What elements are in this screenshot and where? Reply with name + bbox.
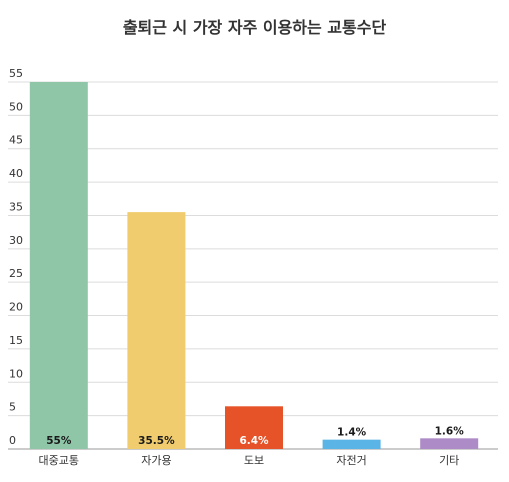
bar (127, 212, 186, 449)
x-tick-label: 기타 (439, 454, 459, 467)
y-tick-label: 0 (9, 434, 16, 447)
y-tick-label: 10 (9, 367, 23, 380)
y-tick-label: 5 (9, 401, 16, 414)
y-tick-label: 30 (9, 234, 23, 247)
y-tick-label: 15 (9, 334, 23, 347)
chart-title: 출퇴근 시 가장 자주 이용하는 교통수단 (122, 18, 387, 37)
y-tick-label: 55 (9, 67, 23, 80)
bar (322, 439, 381, 449)
data-label: 55% (46, 435, 72, 447)
data-label: 1.4% (337, 427, 367, 439)
x-tick-label: 자전거 (336, 454, 366, 467)
y-tick-label: 25 (9, 267, 23, 280)
bar (420, 438, 479, 449)
y-tick-label: 40 (9, 167, 23, 180)
x-tick-label: 도보 (244, 454, 264, 467)
y-tick-label: 35 (9, 200, 23, 213)
bar (29, 82, 88, 449)
data-label: 1.6% (435, 425, 465, 437)
x-tick-label: 대중교통 (39, 454, 79, 467)
y-tick-label: 50 (9, 100, 23, 113)
bar (225, 406, 283, 449)
x-tick-label: 자가용 (141, 454, 171, 467)
data-label: 6.4% (239, 435, 269, 447)
y-tick-label: 45 (9, 134, 23, 147)
data-label: 35.5% (138, 435, 175, 447)
y-tick-label: 20 (9, 301, 23, 314)
